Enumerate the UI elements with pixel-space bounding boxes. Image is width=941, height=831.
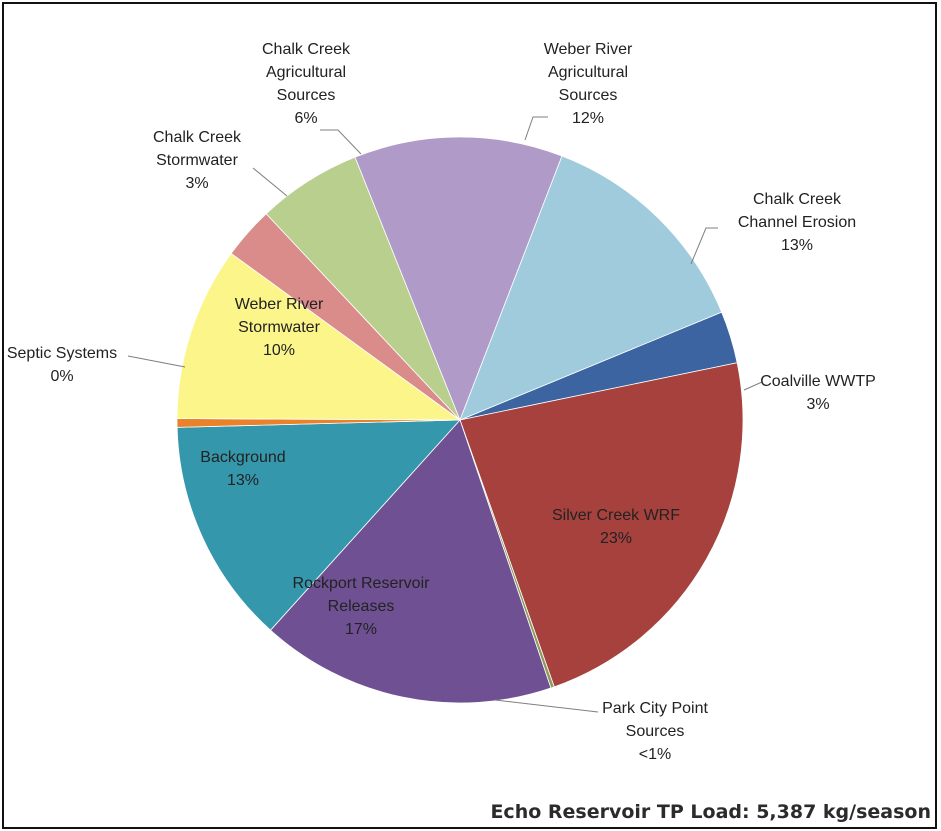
slice-label-line: 10% (263, 342, 295, 359)
pie-slice-3 (269, 419, 552, 704)
slice-label-line: <1% (639, 746, 671, 763)
slice-labels: Coalville WWTP 3% Silver Creek WRF 23% Park … (7, 41, 876, 763)
pie-slice-4 (176, 419, 461, 631)
slice-label-line: 23% (600, 530, 632, 547)
slice-label-line: 17% (345, 621, 377, 638)
slice-label-line: Coalville WWTP (760, 373, 876, 390)
slice-label-1: Silver Creek WRF 23% (552, 507, 680, 547)
slice-label-line: Sources (559, 87, 618, 104)
slice-label-line: Agricultural (548, 64, 628, 81)
leader-line-2 (494, 699, 599, 713)
slice-label-line: Stormwater (156, 152, 238, 169)
slice-label-line: Weber River (544, 41, 633, 58)
slice-label-line: 3% (806, 396, 829, 413)
pie-slice-9 (354, 136, 563, 422)
pie-slice-6 (176, 252, 462, 421)
slice-label-line: Septic Systems (7, 345, 117, 362)
slice-label-line: Weber River (235, 296, 324, 313)
slice-label-line: 12% (572, 110, 604, 127)
leader-line-7 (252, 167, 288, 197)
slice-label-2: Park City Point Sources <1% (602, 700, 708, 763)
slice-label-0: Coalville WWTP 3% (760, 373, 876, 413)
slice-label-7: Chalk Creek Stormwater 3% (153, 129, 242, 192)
slice-label-line: Sources (277, 87, 336, 104)
slice-label-line: Background (200, 449, 285, 466)
slice-label-3: Rockport Reservoir Releases 17% (293, 575, 431, 638)
slice-label-line: Sources (626, 723, 685, 740)
slice-label-line: Agricultural (266, 64, 346, 81)
slice-label-line: Chalk Creek (753, 191, 842, 208)
slice-label-9: Weber River Agricultural Sources 12% (544, 41, 633, 127)
pie-slice-10 (459, 155, 723, 421)
leader-line-8 (320, 129, 362, 155)
slice-label-6: Weber River Stormwater 10% (235, 296, 324, 359)
pie-slice-1 (459, 362, 744, 688)
slice-label-10: Chalk Creek Channel Erosion 13% (738, 191, 856, 254)
slice-label-line: 0% (50, 368, 73, 385)
slice-label-line: Chalk Creek (262, 41, 351, 58)
slice-label-line: Rockport Reservoir (293, 575, 431, 592)
slice-label-line: Silver Creek WRF (552, 507, 680, 524)
slice-label-4: Background 13% (200, 449, 285, 489)
slice-label-5: Septic Systems 0% (7, 345, 117, 385)
slice-label-line: Channel Erosion (738, 214, 856, 231)
leader-lines (127, 116, 763, 713)
slice-label-line: 6% (294, 110, 317, 127)
leader-line-10 (690, 227, 718, 265)
leader-line-0 (743, 381, 763, 391)
slice-label-line: 13% (781, 237, 813, 254)
slice-label-line: Chalk Creek (153, 129, 242, 146)
slice-label-line: Park City Point (602, 700, 708, 717)
leader-line-9 (524, 116, 548, 141)
slice-label-line: 3% (185, 175, 208, 192)
total-load-note: Echo Reservoir TP Load: 5,387 kg/season (490, 801, 931, 823)
slice-label-line: Releases (328, 598, 395, 615)
pie-slices (176, 136, 744, 704)
slice-label-8: Chalk Creek Agricultural Sources 6% (262, 41, 351, 127)
leader-line-5 (127, 355, 186, 368)
slice-label-line: Stormwater (238, 319, 320, 336)
slice-label-line: 13% (227, 472, 259, 489)
